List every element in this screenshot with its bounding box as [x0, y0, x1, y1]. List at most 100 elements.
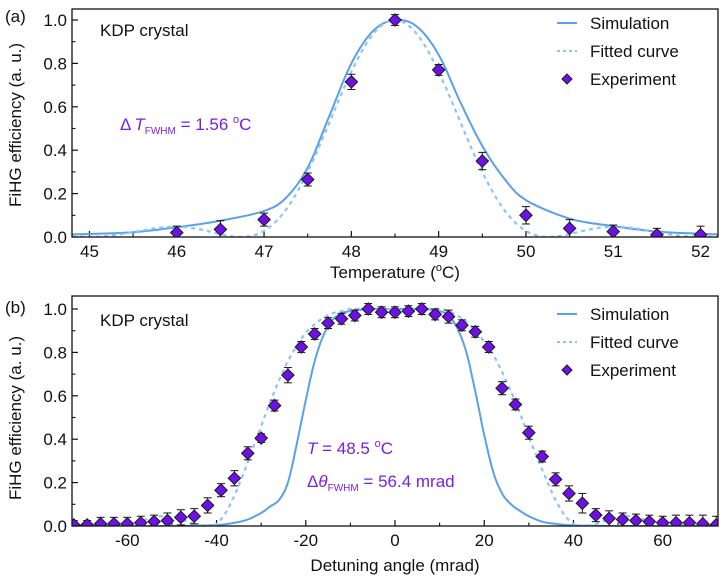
x-axis-title-a-sup: o: [436, 262, 442, 274]
diamond-marker: [588, 508, 603, 523]
diamond-marker: [519, 208, 533, 223]
data-point: [120, 516, 135, 526]
x-tick-label-b: -40: [204, 531, 229, 550]
data-point: [334, 311, 349, 326]
crystal-label-b: KDP crystal: [100, 311, 189, 330]
y-tick-label-a: 0.8: [43, 54, 67, 73]
x-tick-label-a: 51: [604, 242, 623, 261]
diamond-marker: [374, 305, 389, 320]
diamond-marker: [147, 514, 161, 526]
data-point: [160, 512, 175, 526]
diamond-marker: [521, 425, 536, 440]
y-tick-label-a: 0.6: [43, 98, 67, 117]
data-point: [214, 483, 228, 498]
data-point: [428, 307, 443, 322]
diamond-marker: [535, 449, 550, 464]
data-point: [307, 327, 322, 341]
y-tick-label-b: 0.4: [43, 430, 67, 449]
legend-entry: Fitted curve: [557, 42, 679, 61]
x-tick-label-a: 48: [342, 242, 361, 261]
diamond-marker: [80, 518, 95, 526]
diamond-marker: [655, 515, 670, 526]
data-point: [481, 340, 496, 354]
data-point: [695, 514, 710, 526]
diamond-marker: [388, 305, 402, 320]
fwhm-annotation-b: ΔθFWHM = 56.4 mrad: [307, 472, 455, 494]
diamond-marker: [606, 224, 621, 237]
diamond-marker: [214, 483, 228, 498]
x-tick-label-b: 20: [475, 531, 494, 550]
diamond-marker: [294, 340, 309, 354]
data-point: [300, 172, 315, 187]
data-point: [173, 509, 188, 526]
legend-experiment-marker: [561, 73, 573, 85]
data-point: [455, 318, 469, 333]
diamond-marker: [682, 515, 697, 526]
panel-b: (b) FiHG efficiency (a. u.) Detuning ang…: [5, 295, 719, 575]
legend-label: Fitted curve: [590, 42, 679, 61]
data-point: [649, 227, 664, 237]
y-tick-label-a: 0.4: [43, 141, 67, 160]
legend-entry: Experiment: [561, 70, 676, 89]
diamond-marker: [602, 511, 617, 526]
data-point: [187, 508, 202, 525]
diamond-marker: [200, 498, 215, 513]
data-point: [521, 425, 536, 440]
diamond-marker: [334, 311, 349, 326]
legend-entry: Simulation: [557, 14, 669, 33]
diamond-marker: [481, 340, 496, 354]
t-value-b: = 48.5: [317, 439, 374, 458]
diamond-marker: [693, 227, 708, 237]
data-point: [133, 515, 148, 526]
data-point: [642, 514, 657, 526]
diamond-marker: [160, 513, 175, 526]
data-point: [495, 381, 509, 396]
fwhm-value-b: = 56.4 mrad: [359, 472, 455, 491]
diamond-marker: [213, 222, 228, 237]
data-point: [468, 324, 483, 339]
data-point: [431, 63, 446, 77]
x-tick-label-b: -60: [115, 531, 140, 550]
y-axis-title-b: FiHG efficiency (a. u.): [6, 336, 25, 500]
diamond-marker: [709, 518, 718, 526]
degree-sup: o: [233, 114, 239, 126]
data-point: [606, 224, 621, 237]
diamond-marker: [344, 74, 359, 89]
diamond-marker: [401, 304, 416, 319]
t-symbol: T: [134, 115, 146, 134]
x-tick-label-b: 40: [564, 531, 583, 550]
legend-label: Fitted curve: [590, 333, 679, 352]
x-axis-title-b: Detuning angle (mrad): [310, 556, 479, 575]
temperature-annotation-b: T = 48.5 oC: [307, 438, 393, 458]
diamond-marker: [455, 318, 469, 333]
data-point: [475, 151, 490, 171]
data-point: [588, 508, 603, 523]
diamond-marker: [428, 307, 443, 322]
data-point: [669, 514, 683, 526]
diamond-marker: [227, 471, 242, 486]
y-tick-label-b: 0.6: [43, 387, 67, 406]
x-tick-label-a: 47: [255, 242, 274, 261]
legend-experiment-marker: [561, 364, 573, 376]
plot-frame-b: [71, 295, 719, 527]
data-point: [602, 510, 617, 526]
x-axis-title-a-pre: Temperature (: [330, 263, 436, 282]
plot-area-b: [72, 302, 718, 526]
t-symbol-b: T: [307, 439, 319, 458]
data-point: [388, 305, 402, 320]
diamond-marker: [649, 227, 664, 237]
fwhm-subscript-b: FWHM: [328, 483, 359, 494]
diamond-marker: [257, 212, 271, 227]
data-point: [575, 492, 590, 514]
y-tick-label-a: 0.0: [43, 228, 67, 247]
diamond-marker: [300, 172, 315, 187]
diamond-marker: [321, 316, 335, 331]
data-point: [254, 431, 269, 446]
data-point: [535, 449, 550, 464]
legend-label: Experiment: [590, 361, 676, 380]
delta-symbol-b: Δ: [307, 472, 318, 491]
data-point: [227, 470, 242, 487]
x-tick-label-b: 0: [390, 531, 399, 550]
diamond-marker: [187, 509, 202, 524]
